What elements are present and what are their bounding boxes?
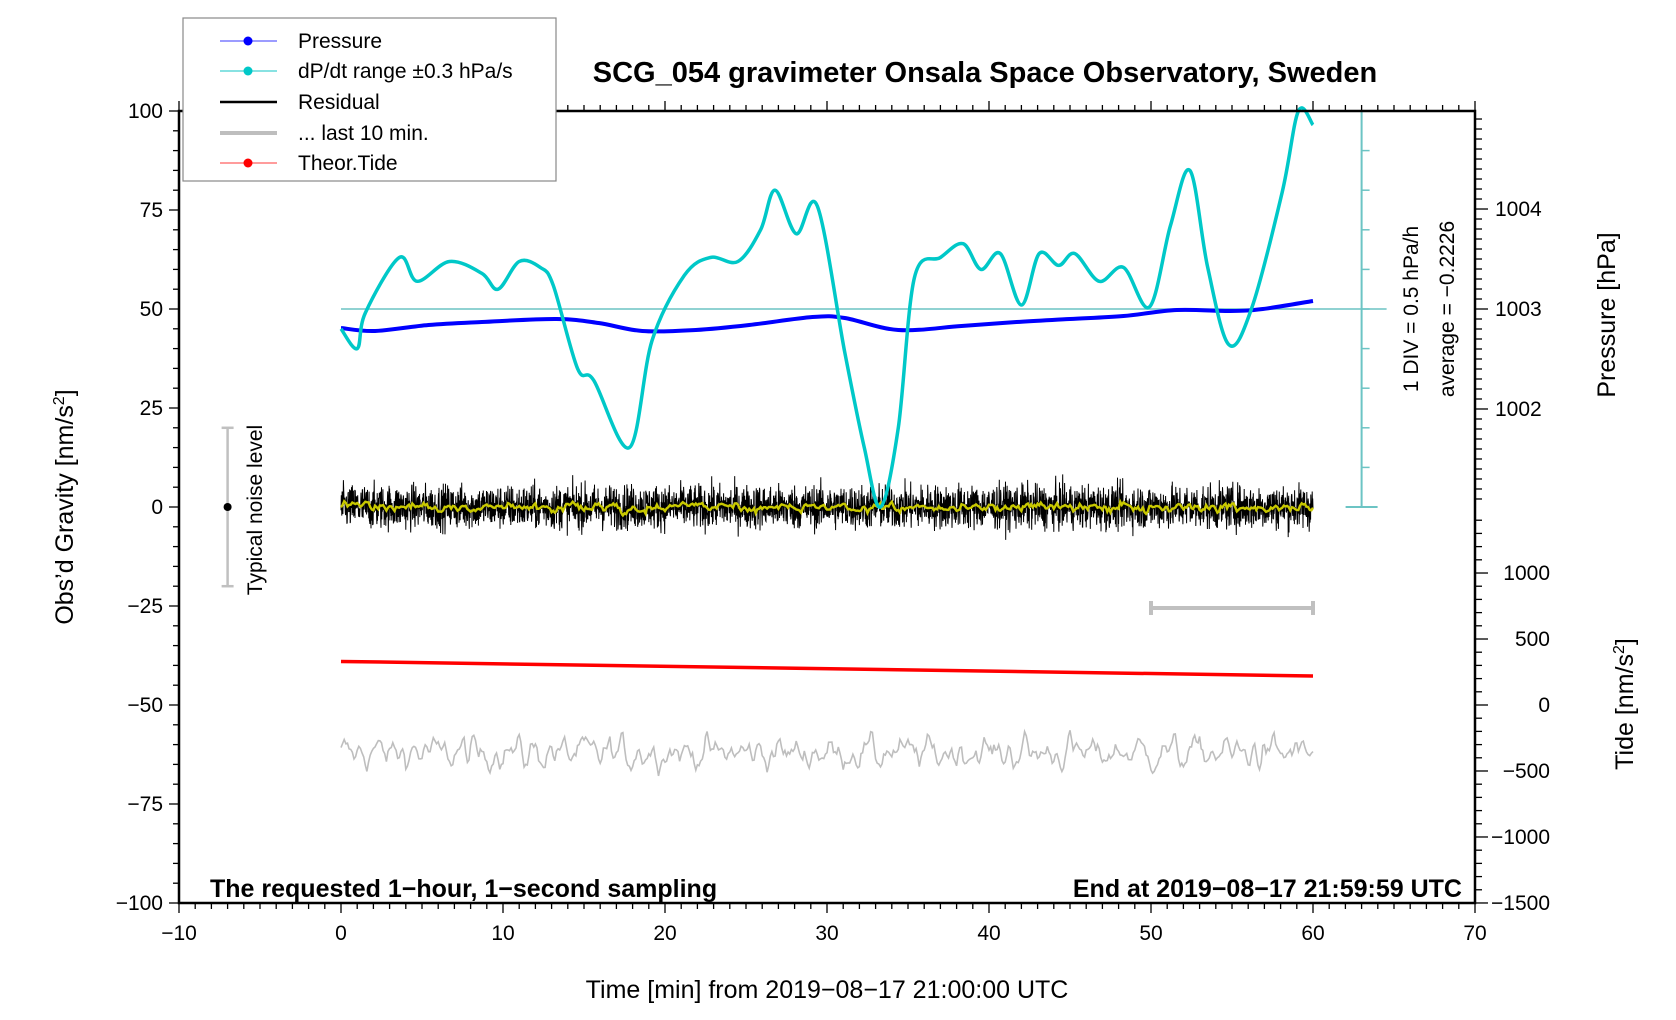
y-axis-title-sup: 2 (51, 396, 68, 405)
pressure-axis-title: Pressure [hPa] (1593, 232, 1621, 397)
legend-label: dP/dt range ±0.3 hPa/s (298, 60, 513, 83)
x-tick-label: 70 (1463, 922, 1486, 945)
x-tick-label: 30 (815, 922, 838, 945)
legend-label: Residual (298, 91, 380, 114)
pressure-line (340, 299, 1314, 334)
x-tick-label: 0 (335, 922, 347, 945)
x-tick-label: 10 (491, 922, 514, 945)
dpdt-div-label: 1 DIV = 0.5 hPa/h (1400, 226, 1423, 392)
y-axis-title: Obs’d Gravity [nm/s2] (51, 389, 79, 624)
axes-layer: −10 0 10 20 30 40 50 60 701007550250−25−50−75−10… (116, 100, 1550, 945)
annotation-end-time: End at 2019−08−17 21:59:59 UTC (1073, 875, 1462, 903)
x-tick-label: 60 (1301, 922, 1324, 945)
legend-swatch-marker (243, 158, 253, 168)
dpdt-average-label: average = −0.2226 (1436, 221, 1459, 397)
tide-tick-label: −500 (1503, 760, 1550, 783)
legend-swatch-marker (243, 66, 253, 76)
legend-label: ... last 10 min. (298, 122, 429, 145)
legend-label: Pressure (298, 30, 382, 53)
dpdt-line (339, 106, 1315, 509)
legend: Pressure dP/dt range ±0.3 hPa/s Residual..… (182, 17, 557, 182)
annotation-sampling: The requested 1−hour, 1−second sampling (210, 875, 717, 903)
y-tick-label: 50 (140, 298, 163, 321)
x-tick-label: 50 (1139, 922, 1162, 945)
noise-level-dot (223, 503, 232, 511)
tide-line (340, 659, 1314, 678)
legend-label: Theor.Tide (298, 152, 398, 175)
y-tick-label: −75 (127, 793, 163, 816)
tide-tick-label: 1000 (1503, 562, 1550, 585)
pressure-tick-label: 1004 (1495, 198, 1542, 221)
x-tick-label: 20 (653, 922, 676, 945)
tide-axis-title-main: Tide [nm/s (1611, 654, 1639, 770)
noise-level-label: Typical noise level (244, 425, 267, 595)
pressure-tick-label: 1003 (1495, 298, 1542, 321)
last-10-min-line (340, 728, 1314, 777)
tide-tick-label: −1000 (1491, 826, 1550, 849)
tide-axis-title-sup: 2 (1611, 645, 1628, 654)
tide-axis-title: Tide [nm/s2] (1611, 638, 1639, 770)
y-tick-label: 100 (128, 100, 163, 123)
x-tick-label: 40 (977, 922, 1000, 945)
tide-tick-label: 500 (1515, 628, 1550, 651)
y-tick-label: 0 (151, 496, 163, 519)
tide-axis-title-end: ] (1611, 638, 1639, 645)
tide-tick-label: −1500 (1491, 892, 1550, 915)
y-tick-label: 25 (140, 397, 163, 420)
x-axis-title: Time [min] from 2019−08−17 21:00:00 UTC (586, 976, 1069, 1004)
y-tick-label: 75 (140, 199, 163, 222)
residual-smoothed-line (340, 498, 1315, 518)
y-tick-label: −50 (127, 694, 163, 717)
legend-swatch-marker (243, 36, 253, 46)
x-tick-label: −10 (161, 922, 197, 945)
tide-tick-label: 0 (1538, 694, 1550, 717)
pressure-tick-label: 1002 (1495, 398, 1542, 421)
y-tick-label: −100 (116, 892, 163, 915)
chart-title: SCG_054 gravimeter Onsala Space Observat… (593, 57, 1377, 89)
y-axis-title-main: Obs’d Gravity [nm/s (51, 405, 79, 625)
series-layer (221, 106, 1315, 777)
residual-line (340, 474, 1314, 540)
y-tick-label: −25 (127, 595, 163, 618)
y-axis-title-end: ] (51, 389, 79, 396)
legend-box (182, 17, 557, 182)
